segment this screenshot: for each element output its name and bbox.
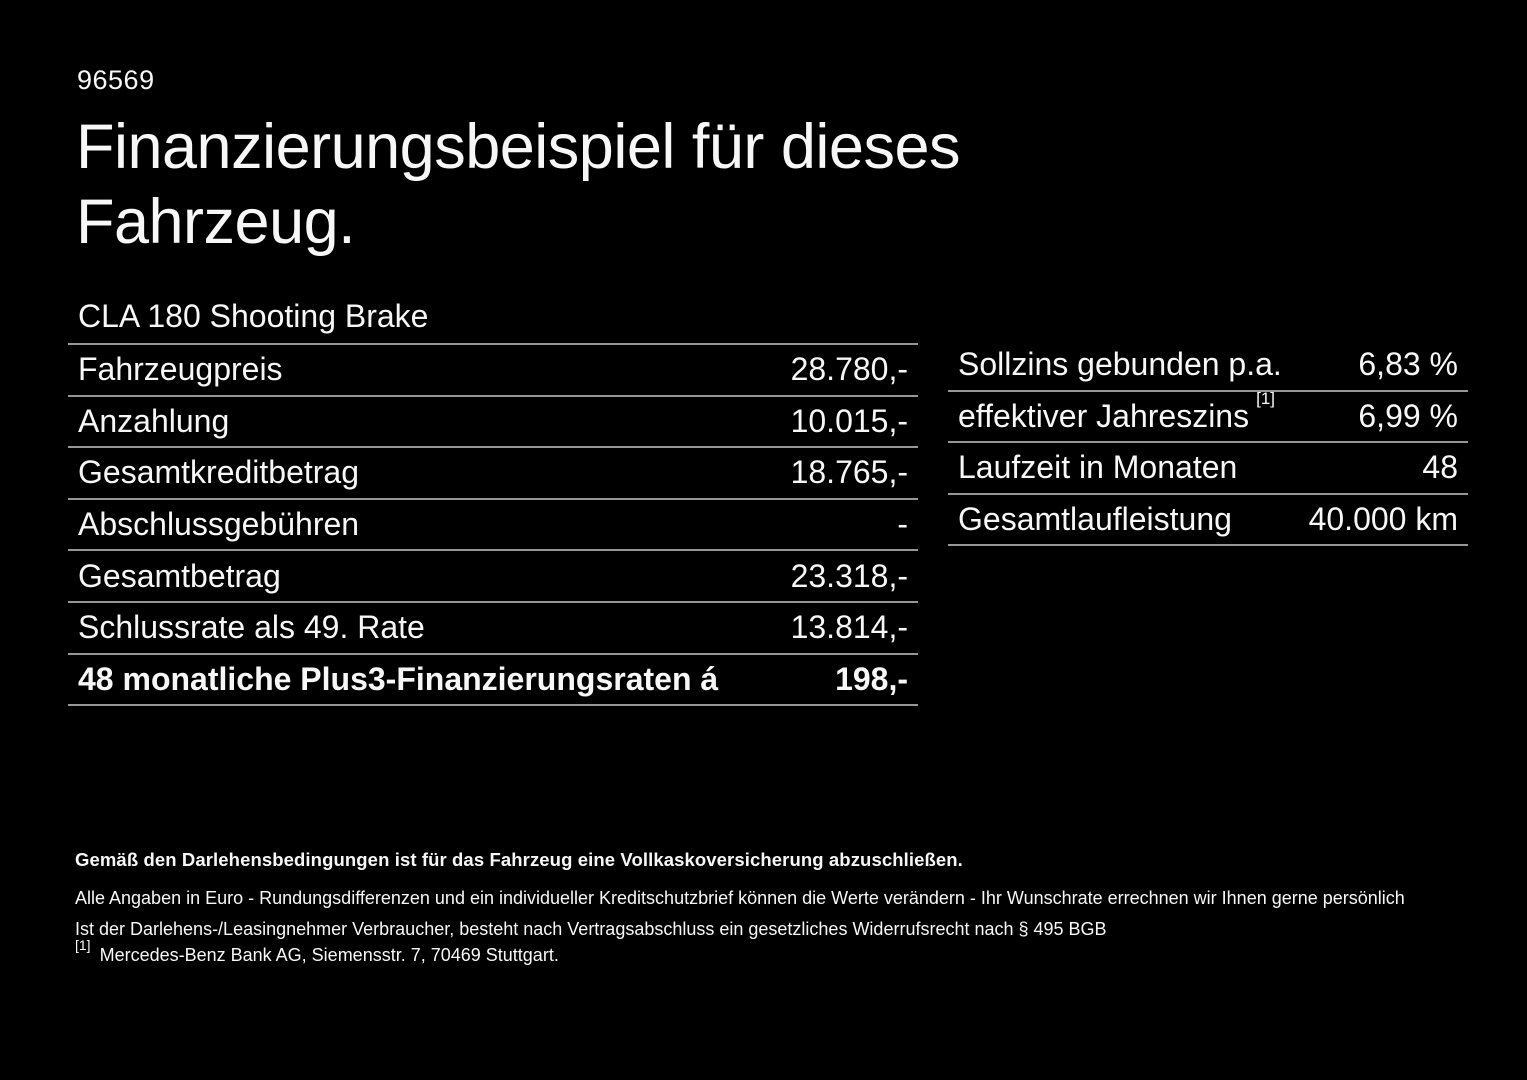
footnote-text: Mercedes-Benz Bank AG, Siemensstr. 7, 70… [99,945,559,965]
finance-row-total-credit: Gesamtkreditbetrag 18.765,- [68,448,918,500]
condition-row-effective-interest: effektiver Jahreszins [1] 6,99 % [948,389,1468,444]
finance-row-label: Anzahlung [78,402,230,439]
page-title: Finanzierungsbeispiel für dieses Fahrzeu… [76,110,961,260]
finance-row-closing-fees: Abschlussgebühren - [68,500,918,552]
insurance-note: Gemäß den Darlehensbedingungen ist für d… [75,849,963,870]
disclaimer-line2: Ist der Darlehens-/Leasingnehmer Verbrau… [75,919,1107,939]
finance-row-label: Schlussrate als 49. Rate [78,609,425,646]
condition-row-label: effektiver Jahreszins [1] [958,389,1275,435]
condition-row-value: 6,99 % [1358,397,1458,434]
condition-row-total-mileage: Gesamtlaufleistung 40.000 km [948,495,1468,547]
condition-row-nominal-interest: Sollzins gebunden p.a. 6,83 % [948,340,1468,392]
finance-row-value: 23.318,- [790,557,908,594]
footnote-reference-marker: [1] [1256,389,1275,409]
finance-row-value: 13.814,- [790,609,908,646]
finance-row-label: Gesamtkreditbetrag [78,454,360,491]
page-title-line2: Fahrzeug. [76,187,356,257]
finance-row-down-payment: Anzahlung 10.015,- [68,397,918,449]
offer-id: 96569 [77,65,155,95]
finance-row-value: - [897,506,908,543]
finance-row-label: Fahrzeugpreis [78,351,283,388]
page-title-line1: Finanzierungsbeispiel für dieses [76,112,961,182]
finance-row-label: Gesamtbetrag [78,557,281,594]
finance-row-value: 18.765,- [790,454,908,491]
finance-table: Fahrzeugpreis 28.780,- Anzahlung 10.015,… [68,343,918,707]
finance-row-monthly-rate: 48 monatliche Plus3-Finanzierungsraten á… [68,655,918,707]
finance-row-value: 198,- [835,660,908,697]
finance-row-value: 28.780,- [790,351,908,388]
condition-row-value: 48 [1422,449,1458,486]
disclaimer-text: Alle Angaben in Euro - Rundungsdifferenz… [75,883,1405,945]
condition-row-label-text: effektiver Jahreszins [958,397,1250,434]
footnote-marker: [1] [75,937,91,953]
finance-row-total-amount: Gesamtbetrag 23.318,- [68,551,918,603]
condition-row-term-months: Laufzeit in Monaten 48 [948,443,1468,495]
conditions-table: Sollzins gebunden p.a. 6,83 % effektiver… [948,340,1468,547]
finance-row-label: 48 monatliche Plus3-Finanzierungsraten á [78,660,719,697]
condition-row-label: Sollzins gebunden p.a. [958,346,1282,383]
condition-row-label: Laufzeit in Monaten [958,449,1238,486]
disclaimer-line1: Alle Angaben in Euro - Rundungsdifferenz… [75,888,1405,908]
condition-row-label: Gesamtlaufleistung [958,501,1232,538]
finance-row-final-rate: Schlussrate als 49. Rate 13.814,- [68,603,918,655]
vehicle-model: CLA 180 Shooting Brake [78,298,429,334]
footnote: [1] Mercedes-Benz Bank AG, Siemensstr. 7,… [75,937,559,966]
condition-row-value: 40.000 km [1308,501,1458,538]
finance-row-value: 10.015,- [790,402,908,439]
finance-row-label: Abschlussgebühren [78,506,360,543]
condition-row-value: 6,83 % [1358,346,1458,383]
finance-row-vehicle-price: Fahrzeugpreis 28.780,- [68,345,918,397]
